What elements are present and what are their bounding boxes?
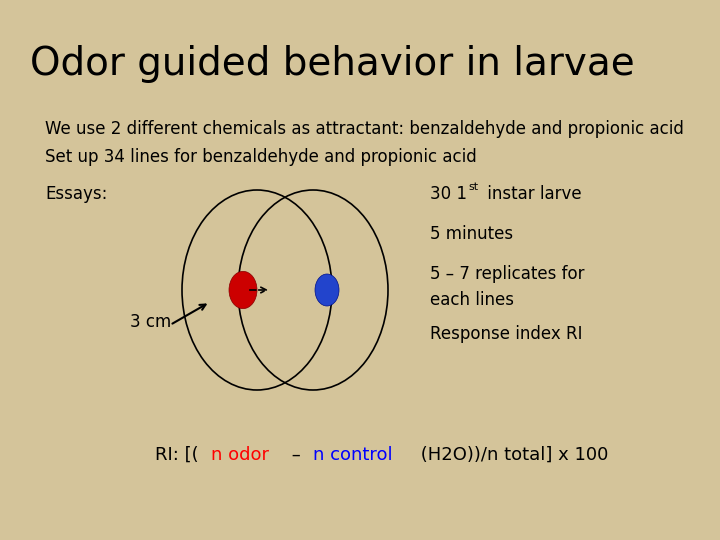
Text: (H2O))/n total] x 100: (H2O))/n total] x 100 (415, 446, 608, 464)
Text: Odor guided behavior in larvae: Odor guided behavior in larvae (30, 45, 635, 83)
Text: 30 1: 30 1 (430, 185, 467, 203)
Text: Response index RI: Response index RI (430, 325, 582, 343)
Text: Essays:: Essays: (45, 185, 107, 203)
Text: 5 minutes: 5 minutes (430, 225, 513, 243)
Text: instar larve: instar larve (482, 185, 582, 203)
Text: We use 2 different chemicals as attractant: benzaldehyde and propionic acid: We use 2 different chemicals as attracta… (45, 120, 684, 138)
Text: Set up 34 lines for benzaldehyde and propionic acid: Set up 34 lines for benzaldehyde and pro… (45, 148, 477, 166)
Text: RI: [(: RI: [( (155, 446, 199, 464)
Text: st: st (468, 182, 478, 192)
Text: n control: n control (312, 446, 392, 464)
Ellipse shape (315, 274, 339, 306)
Ellipse shape (229, 271, 257, 309)
Text: –: – (286, 446, 307, 464)
Text: 5 – 7 replicates for
each lines: 5 – 7 replicates for each lines (430, 265, 585, 309)
Text: n odor: n odor (211, 446, 269, 464)
Text: 3 cm: 3 cm (130, 313, 171, 331)
